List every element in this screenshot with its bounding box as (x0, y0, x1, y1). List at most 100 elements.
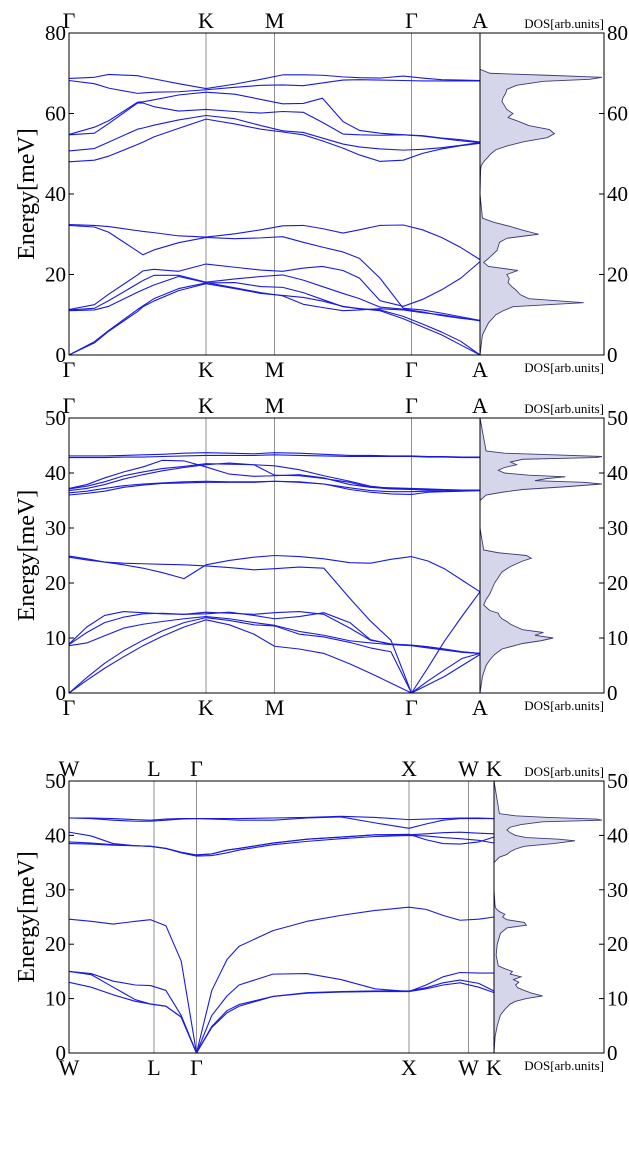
y-tick-label-right: 0 (607, 343, 618, 367)
band-line-2 (68, 970, 495, 1054)
hs-label-bottom: K (198, 695, 214, 720)
y-tick-label-left: 0 (56, 1041, 67, 1065)
band-line-1 (68, 981, 495, 1054)
panel-hexagonal-50mev: 0 0 10 10 20 20 30 30 40 40 50 50 Energy[meV] Γ Γ K K M M Γ… (14, 393, 628, 720)
hs-label-bottom: K (198, 357, 214, 382)
band-frame (68, 780, 495, 1054)
dos-frame (493, 780, 605, 1054)
hs-label-top: X (401, 756, 417, 781)
y-tick-label-left: 30 (45, 516, 66, 540)
hs-label-top: Γ (63, 8, 76, 33)
panel-hexagonal-80mev: 0 0 20 20 40 40 60 60 80 80 Energy[meV] Γ Γ K K M M Γ Γ A A D… (14, 8, 628, 382)
y-axis-label: Energy[meV] (14, 490, 40, 622)
y-tick-label-left: 20 (45, 571, 66, 595)
hs-label-top: K (486, 756, 502, 781)
band-line-7 (68, 831, 495, 856)
band-line-1 (68, 619, 481, 694)
y-tick-label-left: 40 (45, 823, 66, 847)
dos-label-bottom: DOS[arb.units] (524, 360, 604, 375)
band-line-3 (68, 275, 481, 322)
y-tick-label-left: 50 (45, 406, 66, 430)
band-line-11 (68, 91, 481, 144)
hs-label-top: Γ (63, 393, 76, 418)
band-line-13 (68, 73, 481, 90)
y-tick-label-right: 40 (607, 823, 628, 847)
y-tick-label-left: 30 (45, 878, 66, 902)
hs-label-top: K (198, 393, 214, 418)
dos-label-bottom: DOS[arb.units] (524, 698, 604, 713)
band-line-7 (68, 224, 481, 261)
hs-label-bottom: M (265, 357, 285, 382)
hs-label-bottom: Γ (405, 357, 418, 382)
band-line-8 (68, 118, 481, 163)
y-tick-label-right: 50 (607, 406, 628, 430)
hs-label-top: L (147, 756, 160, 781)
y-tick-label-left: 20 (45, 263, 66, 287)
y-tick-label-right: 10 (607, 626, 628, 650)
hs-label-top: W (458, 756, 479, 781)
y-tick-label-right: 60 (607, 102, 628, 126)
hs-label-top: A (472, 8, 488, 33)
y-axis-label: Energy[meV] (14, 851, 40, 983)
hs-label-bottom: M (265, 695, 285, 720)
y-tick-label-right: 20 (607, 571, 628, 595)
y-tick-label-left: 0 (56, 681, 67, 705)
y-tick-label-left: 40 (45, 182, 66, 206)
band-line-5 (68, 611, 481, 654)
y-tick-label-right: 30 (607, 516, 628, 540)
y-tick-label-right: 30 (607, 878, 628, 902)
hs-label-top: Γ (190, 756, 203, 781)
band-line-4 (68, 274, 481, 321)
hs-label-top: M (265, 8, 285, 33)
hs-label-bottom: Γ (63, 357, 76, 382)
dos-label-top: DOS[arb.units] (524, 16, 604, 31)
band-line-4 (68, 906, 495, 1054)
band-line-9 (68, 480, 480, 494)
hs-label-bottom: W (458, 1055, 479, 1080)
dos-label-top: DOS[arb.units] (524, 764, 604, 779)
y-tick-label-right: 40 (607, 461, 628, 485)
dos-curve (479, 417, 603, 694)
y-tick-label-right: 10 (607, 987, 628, 1011)
y-tick-label-left: 0 (56, 343, 67, 367)
band-line-12 (68, 459, 480, 491)
hs-label-bottom: W (59, 1055, 80, 1080)
band-line-3 (68, 970, 494, 1054)
hs-label-top: W (59, 756, 80, 781)
y-tick-label-right: 50 (607, 769, 628, 793)
band-line-9 (68, 114, 481, 152)
band-line-7 (68, 554, 481, 593)
hs-label-bottom: K (486, 1055, 502, 1080)
y-axis-label: Energy[meV] (14, 128, 40, 260)
hs-label-bottom: Γ (63, 695, 76, 720)
hs-label-bottom: A (472, 695, 488, 720)
band-line-14 (69, 452, 480, 458)
y-tick-label-left: 10 (45, 626, 66, 650)
dos-label-top: DOS[arb.units] (524, 401, 604, 416)
hs-label-top: Γ (405, 393, 418, 418)
hs-label-top: Γ (405, 8, 418, 33)
band-line-9 (69, 815, 495, 821)
hs-label-bottom: L (147, 1055, 160, 1080)
band-line-8 (68, 816, 494, 829)
y-tick-label-right: 0 (607, 1041, 618, 1065)
hs-label-bottom: A (472, 357, 488, 382)
panel-cubic-50mev: 0 0 10 10 20 20 30 30 40 40 50 50 Energy[meV] W W L L Γ Γ X… (14, 756, 628, 1080)
band-line-2 (68, 282, 481, 356)
dos-curve (493, 780, 603, 1054)
y-tick-label-right: 40 (607, 182, 628, 206)
band-line-6 (68, 556, 481, 694)
y-tick-label-right: 20 (607, 263, 628, 287)
y-tick-label-left: 80 (45, 21, 66, 45)
hs-label-top: A (472, 393, 488, 418)
hs-label-bottom: Γ (190, 1055, 203, 1080)
y-tick-label-right: 80 (607, 21, 628, 45)
dos-label-bottom: DOS[arb.units] (524, 1058, 604, 1073)
dos-curve (479, 33, 603, 356)
dos-frame (479, 417, 605, 694)
y-tick-label-left: 60 (45, 102, 66, 126)
band-line-3 (68, 616, 481, 654)
y-tick-label-left: 10 (45, 987, 66, 1011)
y-tick-label-left: 50 (45, 769, 66, 793)
